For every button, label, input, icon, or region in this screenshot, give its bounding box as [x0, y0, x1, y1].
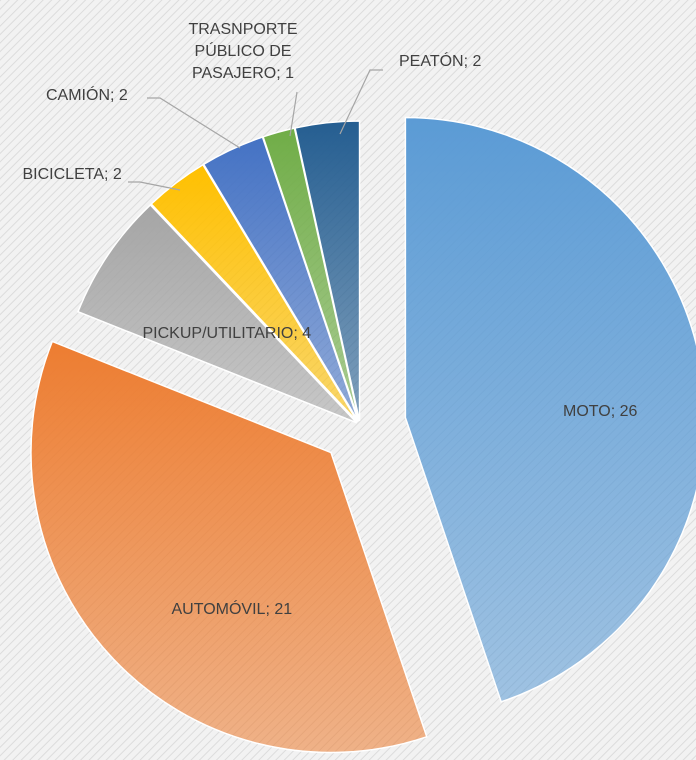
data-label: CAMIÓN; 2 [46, 87, 128, 104]
pie-slice [77, 203, 358, 424]
pie-slice [404, 116, 696, 703]
data-label: PEATÓN; 2 [399, 53, 482, 70]
pie-slice [30, 340, 428, 754]
leader-line [339, 69, 383, 135]
leader-line [128, 181, 181, 191]
leader-line [147, 97, 241, 149]
pie-slice [150, 163, 359, 423]
data-label: MOTO; 26 [563, 403, 638, 420]
data-label: AUTOMÓVIL; 21 [171, 601, 293, 618]
leader-line [289, 91, 298, 137]
data-label: PICKUP/UTILITARIO; 4 [142, 325, 312, 342]
pie-slice [294, 120, 361, 422]
data-label: TRASNPORTE PÚBLICO DE PASAJERO; 1 [188, 21, 298, 82]
data-label: BICICLETA; 2 [22, 166, 122, 183]
